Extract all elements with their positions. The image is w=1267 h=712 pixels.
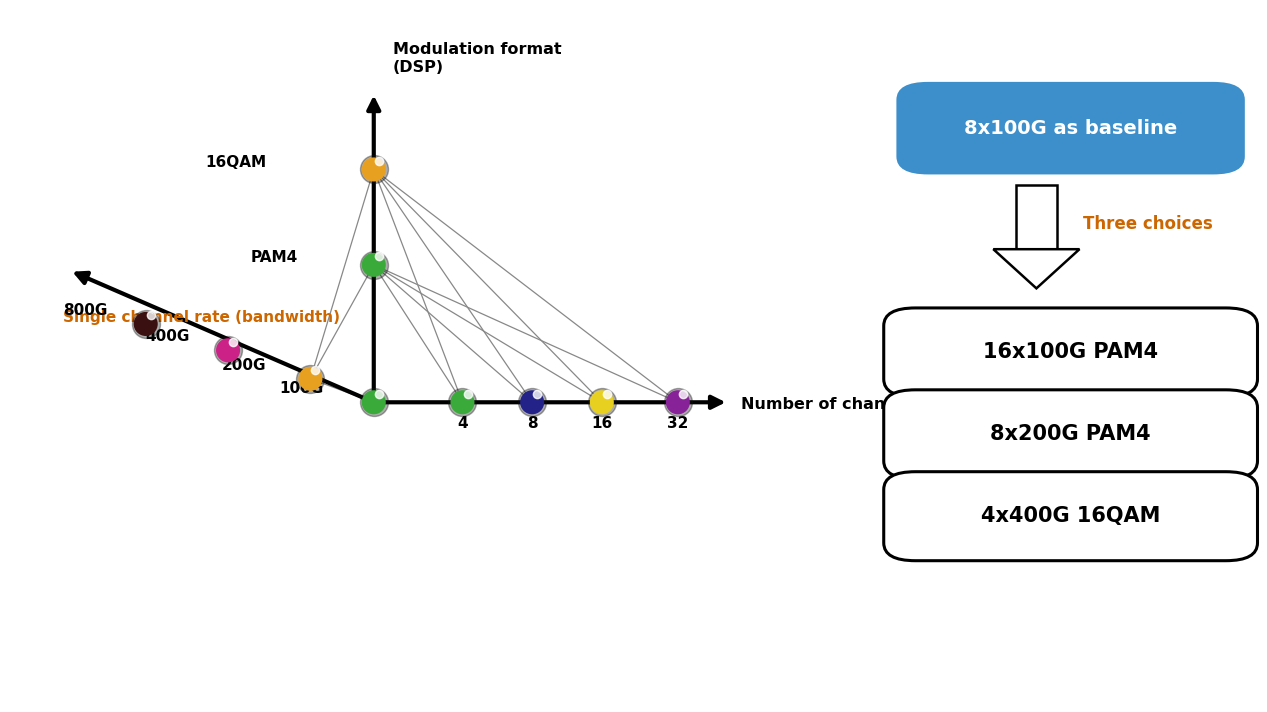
Text: 100G: 100G [279,380,323,396]
Point [369,251,389,262]
Text: Three choices: Three choices [1083,215,1213,234]
Point [300,373,321,384]
Point [364,164,384,175]
Point [592,397,612,408]
Point [668,397,688,408]
Point [364,397,384,408]
FancyBboxPatch shape [883,471,1257,561]
Point [136,318,156,330]
Point [369,388,389,399]
FancyBboxPatch shape [1016,185,1057,249]
Point [364,259,384,271]
Text: 200G: 200G [222,357,266,373]
FancyBboxPatch shape [883,390,1257,478]
Point [218,345,238,356]
Point [364,397,384,408]
Point [364,164,384,175]
Text: 400G: 400G [146,329,190,345]
Point [668,397,688,408]
Point [305,365,326,376]
Point [527,388,547,399]
Point [457,388,478,399]
Point [300,373,321,384]
Text: 8x200G PAM4: 8x200G PAM4 [991,424,1150,444]
Point [452,397,473,408]
Text: Single channel rate (bandwidth): Single channel rate (bandwidth) [63,310,341,325]
Text: PAM4: PAM4 [251,250,298,266]
Text: 800G: 800G [63,303,108,318]
FancyBboxPatch shape [896,82,1244,174]
Text: 8x100G as baseline: 8x100G as baseline [964,119,1177,137]
Point [223,336,243,347]
FancyBboxPatch shape [883,308,1257,397]
Point [522,397,542,408]
Text: 16QAM: 16QAM [205,155,266,170]
Point [597,388,617,399]
Text: 16x100G PAM4: 16x100G PAM4 [983,342,1158,362]
Text: 4x400G 16QAM: 4x400G 16QAM [981,506,1161,526]
Text: 16: 16 [592,416,612,431]
Point [673,388,693,399]
Text: Modulation format
(DSP): Modulation format (DSP) [393,42,561,75]
Point [141,310,161,321]
Point [369,155,389,167]
Point [136,318,156,330]
Point [592,397,612,408]
Point [218,345,238,356]
Point [364,259,384,271]
Text: 32: 32 [668,416,688,431]
Text: 4: 4 [457,416,468,431]
Text: Number of channels: Number of channels [741,397,922,412]
Text: 8: 8 [527,416,537,431]
Polygon shape [993,249,1079,288]
Point [522,397,542,408]
Point [452,397,473,408]
